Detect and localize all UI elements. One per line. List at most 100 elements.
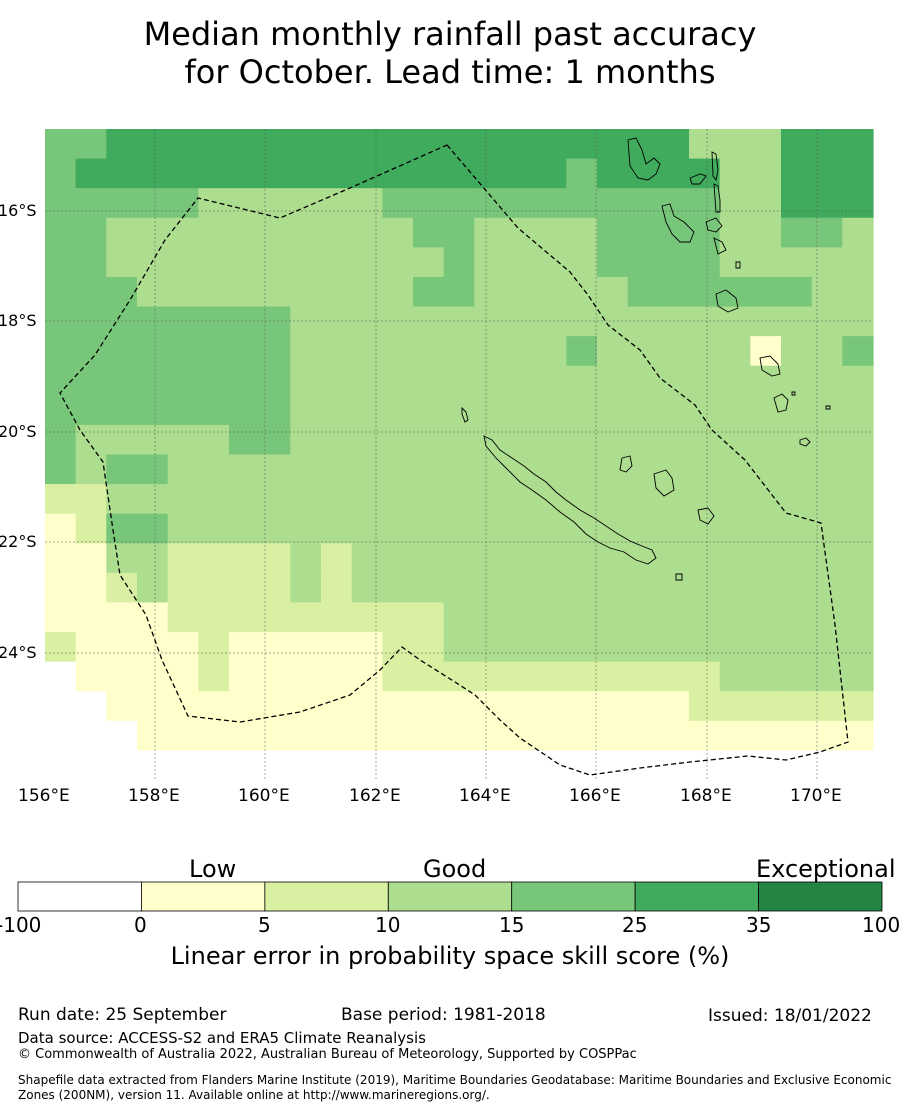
grid-cell: [443, 424, 475, 456]
grid-cell: [167, 632, 199, 663]
grid-cell: [689, 365, 721, 396]
grid-cell: [290, 661, 322, 692]
grid-cell: [719, 188, 751, 219]
grid-cell: [781, 188, 813, 219]
grid-cell: [167, 661, 199, 692]
grid-cell: [229, 306, 261, 337]
grid-cell: [413, 572, 445, 604]
grid-cell: [167, 217, 199, 248]
grid-cell: [597, 247, 629, 278]
grid-cell: [290, 454, 322, 485]
grid-cell: [259, 395, 291, 426]
grid-cell: [811, 602, 843, 633]
grid-cell: [198, 543, 230, 574]
grid-cell: [750, 336, 782, 367]
grid-cell: [566, 543, 598, 574]
grid-cell: [290, 336, 322, 367]
grid-cell: [413, 720, 445, 752]
grid-cell: [198, 306, 230, 337]
grid-cell: [106, 632, 138, 663]
grid-cell: [382, 395, 414, 426]
grid-cell: [443, 336, 475, 367]
grid-cell: [781, 454, 813, 485]
grid-cell: [321, 572, 353, 604]
grid-cell: [167, 602, 199, 633]
grid-cell: [505, 602, 537, 633]
grid-cell: [198, 513, 230, 544]
grid-cell: [45, 247, 77, 278]
grid-cell: [719, 129, 751, 160]
grid-cell: [566, 336, 598, 367]
grid-cell: [137, 454, 169, 485]
grid-cell: [566, 188, 598, 219]
lon-label: 168°E: [680, 786, 732, 806]
grid-cell: [842, 365, 874, 396]
grid-cell: [137, 602, 169, 633]
grid-cell: [382, 336, 414, 367]
grid-cell: [413, 513, 445, 544]
grid-cell: [750, 572, 782, 604]
grid-cell: [106, 276, 138, 308]
grid-cell: [106, 513, 138, 544]
grid-cell: [535, 661, 567, 692]
colorbar-tick: 35: [746, 913, 772, 937]
grid-cell: [689, 750, 721, 781]
grid-cell: [351, 572, 383, 604]
grid-cell: [443, 188, 475, 219]
grid-cell: [719, 158, 751, 189]
grid-cell: [566, 217, 598, 248]
grid-cell: [137, 306, 169, 337]
grid-cell: [505, 513, 537, 544]
efate: [705, 217, 723, 233]
grid-cell: [382, 720, 414, 752]
grid-cell: [290, 158, 322, 189]
grid-cell: [535, 306, 567, 337]
grid-cell: [750, 661, 782, 692]
grid-cell: [443, 365, 475, 396]
colorbar-segment: [264, 881, 389, 912]
lon-label: 156°E: [18, 786, 70, 806]
grid-cell: [811, 720, 843, 752]
grid-cell: [75, 484, 107, 515]
grid-cell: [413, 632, 445, 663]
grid-cell: [627, 454, 659, 485]
pentecost: [713, 183, 721, 213]
colorbar-segment: [758, 881, 883, 912]
colorbar-category-good: Good: [423, 855, 487, 883]
grid-cell: [229, 247, 261, 278]
grid-cell: [627, 365, 659, 396]
grid-cell: [321, 217, 353, 248]
grid-cell: [290, 720, 322, 752]
grid-cell: [382, 217, 414, 248]
grid-cell: [413, 602, 445, 633]
grid-cell: [321, 276, 353, 308]
grid-cell: [259, 632, 291, 663]
grid-cell: [658, 572, 690, 604]
grid-cell: [259, 691, 291, 722]
grid-cell: [597, 484, 629, 515]
grid-cell: [658, 513, 690, 544]
grid-cell: [75, 572, 107, 604]
grid-cell: [290, 217, 322, 248]
colorbar-tick: 25: [622, 913, 648, 937]
grid-cell: [781, 276, 813, 308]
grid-cell: [167, 750, 199, 781]
grid-cell: [689, 247, 721, 278]
grid-cell: [137, 188, 169, 219]
lon-label: 170°E: [790, 786, 842, 806]
grid-cell: [321, 750, 353, 781]
grid-cell: [351, 247, 383, 278]
grid-cell: [321, 543, 353, 574]
grid-cell: [505, 365, 537, 396]
grid-cell: [382, 188, 414, 219]
grid-cell: [167, 365, 199, 396]
grid-cell: [781, 129, 813, 160]
grid-cell: [75, 188, 107, 219]
grid-cell: [75, 247, 107, 278]
grid-cell: [811, 247, 843, 278]
grid-cell: [781, 247, 813, 278]
grid-cell: [229, 158, 261, 189]
grid-cell: [566, 276, 598, 308]
grid-cell: [321, 602, 353, 633]
grid-cell: [781, 720, 813, 752]
